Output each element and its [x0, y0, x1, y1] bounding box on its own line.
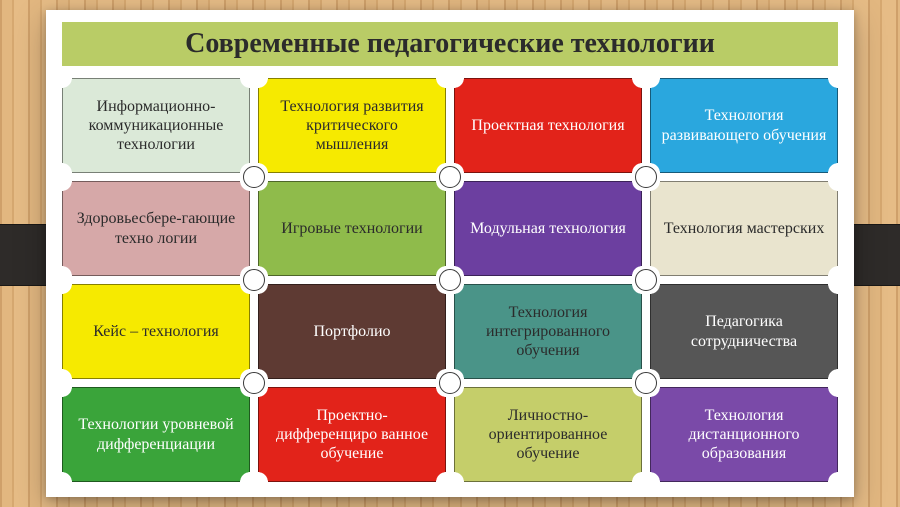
tech-card: Технология мастерских: [650, 181, 838, 276]
tech-card: Технологии уровневой дифференциации: [62, 387, 250, 482]
tech-card: Здоровьесбере-гающие техно логии: [62, 181, 250, 276]
tech-card-label: Проектно-дифференциро ванное обучение: [269, 406, 435, 464]
tech-card-label: Технологии уровневой дифференциации: [73, 415, 239, 453]
tech-card: Технология развития критического мышлени…: [258, 78, 446, 173]
tech-card: Информационно-коммуникационные технологи…: [62, 78, 250, 173]
tech-card: Технология дистанционного образования: [650, 387, 838, 482]
tech-card-label: Здоровьесбере-гающие техно логии: [73, 209, 239, 247]
tech-card-label: Технология интегрированного обучения: [465, 303, 631, 361]
tech-card-label: Кейс – технология: [93, 322, 219, 341]
tech-card-label: Личностно-ориентированное обучение: [465, 406, 631, 464]
tech-card-label: Игровые технологии: [281, 219, 422, 238]
tech-card: Кейс – технология: [62, 284, 250, 379]
content-panel: Современные педагогические технологии Ин…: [46, 10, 854, 497]
tech-card: Игровые технологии: [258, 181, 446, 276]
tech-card-label: Проектная технология: [471, 116, 624, 135]
tech-card-label: Технология развивающего обучения: [661, 106, 827, 144]
tech-card-label: Педагогика сотрудничества: [661, 312, 827, 350]
tech-card-label: Технология дистанционного образования: [661, 406, 827, 464]
tech-card-label: Портфолио: [313, 322, 390, 341]
tech-card-label: Информационно-коммуникационные технологи…: [73, 97, 239, 155]
tech-card: Модульная технология: [454, 181, 642, 276]
slide-stage: Современные педагогические технологии Ин…: [0, 0, 900, 507]
technology-grid: Информационно-коммуникационные технологи…: [62, 78, 838, 482]
tech-card: Портфолио: [258, 284, 446, 379]
slide-title: Современные педагогические технологии: [62, 22, 838, 66]
tech-card-label: Модульная технология: [470, 219, 626, 238]
tech-card-label: Технология развития критического мышлени…: [269, 97, 435, 155]
tech-card: Личностно-ориентированное обучение: [454, 387, 642, 482]
tech-card-label: Технология мастерских: [664, 219, 825, 238]
tech-card: Технология интегрированного обучения: [454, 284, 642, 379]
tech-card: Проектно-дифференциро ванное обучение: [258, 387, 446, 482]
tech-card: Технология развивающего обучения: [650, 78, 838, 173]
tech-card: Проектная технология: [454, 78, 642, 173]
tech-card: Педагогика сотрудничества: [650, 284, 838, 379]
